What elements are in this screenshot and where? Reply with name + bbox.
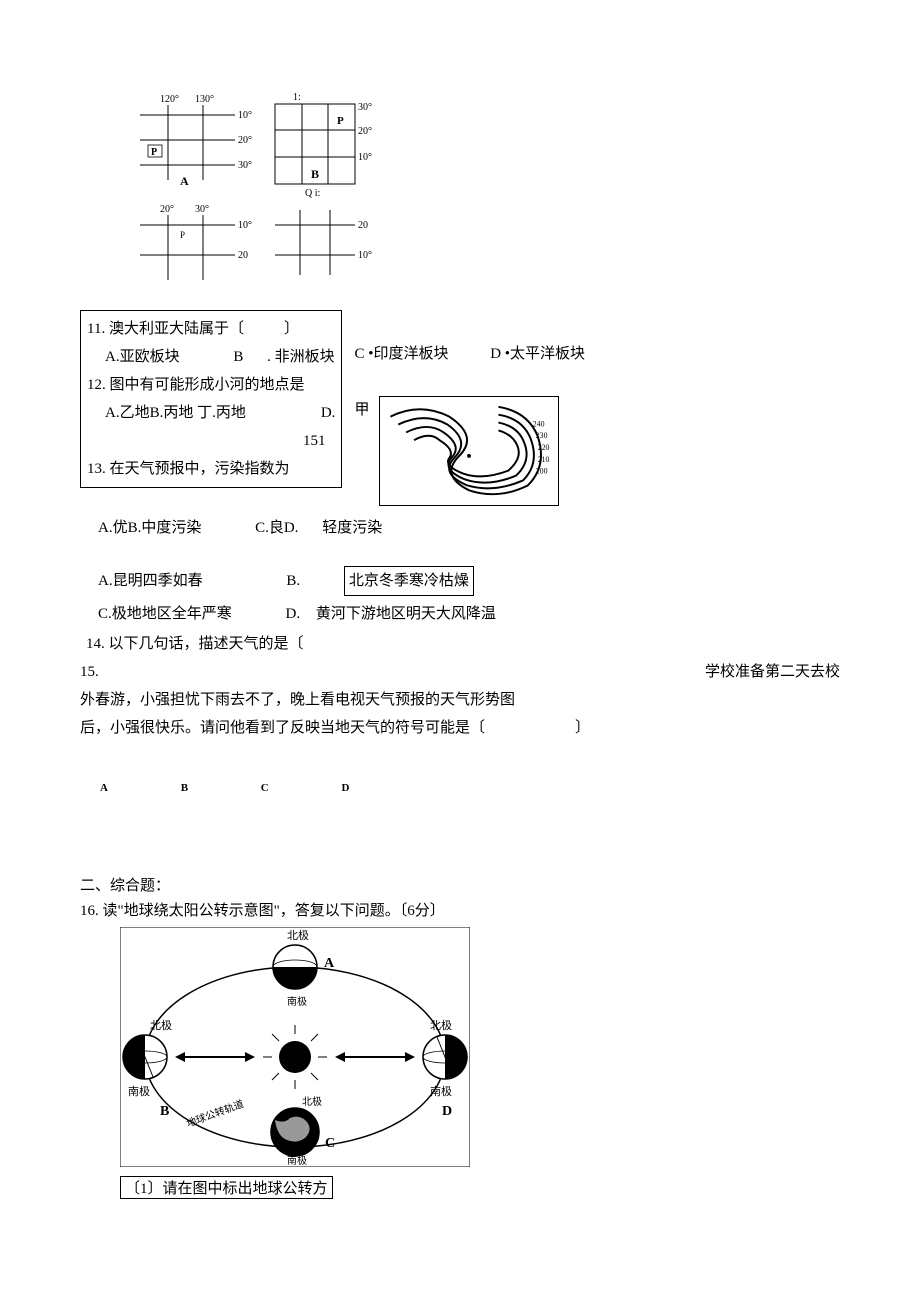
q14-opt-d-label: D. <box>286 606 301 622</box>
svg-text:Q i:: Q i: <box>305 188 320 199</box>
svg-text:P: P <box>151 147 157 158</box>
q14-opt-d-text: 黄河下游地区明天大风降温 <box>316 606 496 622</box>
q14-opt-b-text: 北京冬季寒冷枯燥 <box>344 566 474 596</box>
bracket: 〕 <box>284 315 299 343</box>
svg-text:30°: 30° <box>195 204 209 215</box>
lon-label: 130° <box>195 94 214 105</box>
q11-opt-c: C •印度洋板块 <box>354 346 448 362</box>
svg-text:30°: 30° <box>358 102 372 113</box>
svg-text:D: D <box>442 1104 452 1119</box>
opt-b: B <box>181 782 188 794</box>
q11-13-box: 11. 澳大利亚大陆属于〔 〕 A.亚欧板块 B . 非洲板块 12. 图中有可… <box>80 310 342 488</box>
svg-text:B: B <box>311 167 319 181</box>
svg-text:C: C <box>325 1136 335 1151</box>
q15-line3: 后，小强很快乐。请问他看到了反映当地天气的符号可能是〔 <box>80 714 485 742</box>
q14-opt-c: C.极地地区全年严寒 <box>98 606 232 622</box>
svg-text:北极: 北极 <box>150 1018 172 1032</box>
svg-text:北极: 北极 <box>302 1095 322 1108</box>
svg-text:240: 240 <box>533 419 545 428</box>
svg-text:1:: 1: <box>293 92 301 103</box>
q11-opt-d: D •太平洋板块 <box>490 346 585 362</box>
svg-text:230: 230 <box>536 431 548 440</box>
svg-text:10°: 10° <box>238 220 252 231</box>
q11-text: 11. 澳大利亚大陆属于〔 <box>87 315 244 343</box>
svg-text:南极: 南极 <box>128 1084 150 1098</box>
q15-num: 15. <box>80 658 99 686</box>
svg-text:P: P <box>180 230 185 240</box>
svg-text:地球公转轨道: 地球公转轨道 <box>185 1097 246 1130</box>
q12-opt-a: A.乙地B.丙地 丁.丙地 <box>105 399 246 427</box>
q16-sub1: 〔1〕请在图中标出地球公转方 <box>120 1176 333 1199</box>
svg-text:20°: 20° <box>238 135 252 146</box>
earth-orbit-diagram: 北极 南极 A 北极 南极 B 北极 南极 D 北极 南极 C 地球公转轨道 <box>120 927 470 1167</box>
svg-text:A: A <box>324 956 335 971</box>
q11-opt-b: . 非洲板块 <box>267 349 335 365</box>
contour-map-diagram: 240 230 220 210 200 <box>379 396 559 506</box>
q13-opt-a: A.优B.中度污染 <box>98 520 201 536</box>
svg-text:200: 200 <box>536 467 548 476</box>
q12-opt-d-text: 甲 <box>354 398 369 506</box>
svg-text:220: 220 <box>538 443 550 452</box>
q13-opt-c: C.良D. <box>255 520 298 536</box>
svg-text:南极: 南极 <box>430 1084 452 1098</box>
q14-opt-a: A.昆明四季如春 <box>98 573 203 589</box>
q14-opt-b-label: B. <box>286 573 300 589</box>
svg-text:P: P <box>337 115 344 127</box>
svg-text:20°: 20° <box>160 204 174 215</box>
svg-text:20: 20 <box>238 250 248 261</box>
q14-text: 14. 以下几句话，描述天气的是〔 <box>86 630 304 658</box>
q15-right: 学校准备第二天去校 <box>705 658 840 686</box>
svg-text:B: B <box>160 1104 169 1119</box>
svg-text:10°: 10° <box>358 152 372 163</box>
q13-text: 13. 在天气预报中，污染指数为 <box>87 455 290 483</box>
section2-title: 二、综合题： <box>80 874 840 895</box>
lon-label: 120° <box>160 94 179 105</box>
abcd-options-row: A B C D <box>100 782 840 794</box>
svg-text:北极: 北极 <box>430 1018 452 1032</box>
svg-text:南极: 南极 <box>287 995 307 1008</box>
svg-text:北极: 北极 <box>287 928 309 942</box>
svg-text:南极: 南极 <box>287 1154 307 1167</box>
q12-text: 12. 图中有可能形成小河的地点是 <box>87 371 305 399</box>
q15-line2: 外春游，小强担忧下雨去不了，晚上看电视天气预报的天气形势图 <box>80 686 515 714</box>
q12-extra: 151 <box>303 433 326 449</box>
coordinate-grid-diagram: 120° 130° 10° 20° 30° P A 30° 20° 10° P … <box>120 90 840 305</box>
q15-bracket: 〕 <box>575 714 590 742</box>
svg-text:20°: 20° <box>358 126 372 137</box>
q13-opt-d: 轻度污染 <box>322 520 382 536</box>
opt-d: D <box>342 782 350 794</box>
q11-opt-a: A.亚欧板块 <box>105 349 180 365</box>
svg-text:20: 20 <box>358 220 368 231</box>
svg-text:30°: 30° <box>238 160 252 171</box>
opt-a: A <box>100 782 108 794</box>
svg-text:10°: 10° <box>358 250 372 261</box>
opt-c: C <box>261 782 269 794</box>
q12-opt-d-label: D. <box>321 399 336 427</box>
svg-text:A: A <box>180 174 189 188</box>
q16-text: 16. 读"地球绕太阳公转示意图"，答复以下问题。〔6分〕 <box>80 899 840 923</box>
svg-text:10°: 10° <box>238 110 252 121</box>
q11-opt-b-prefix: B <box>233 349 243 365</box>
svg-text:210: 210 <box>538 455 550 464</box>
